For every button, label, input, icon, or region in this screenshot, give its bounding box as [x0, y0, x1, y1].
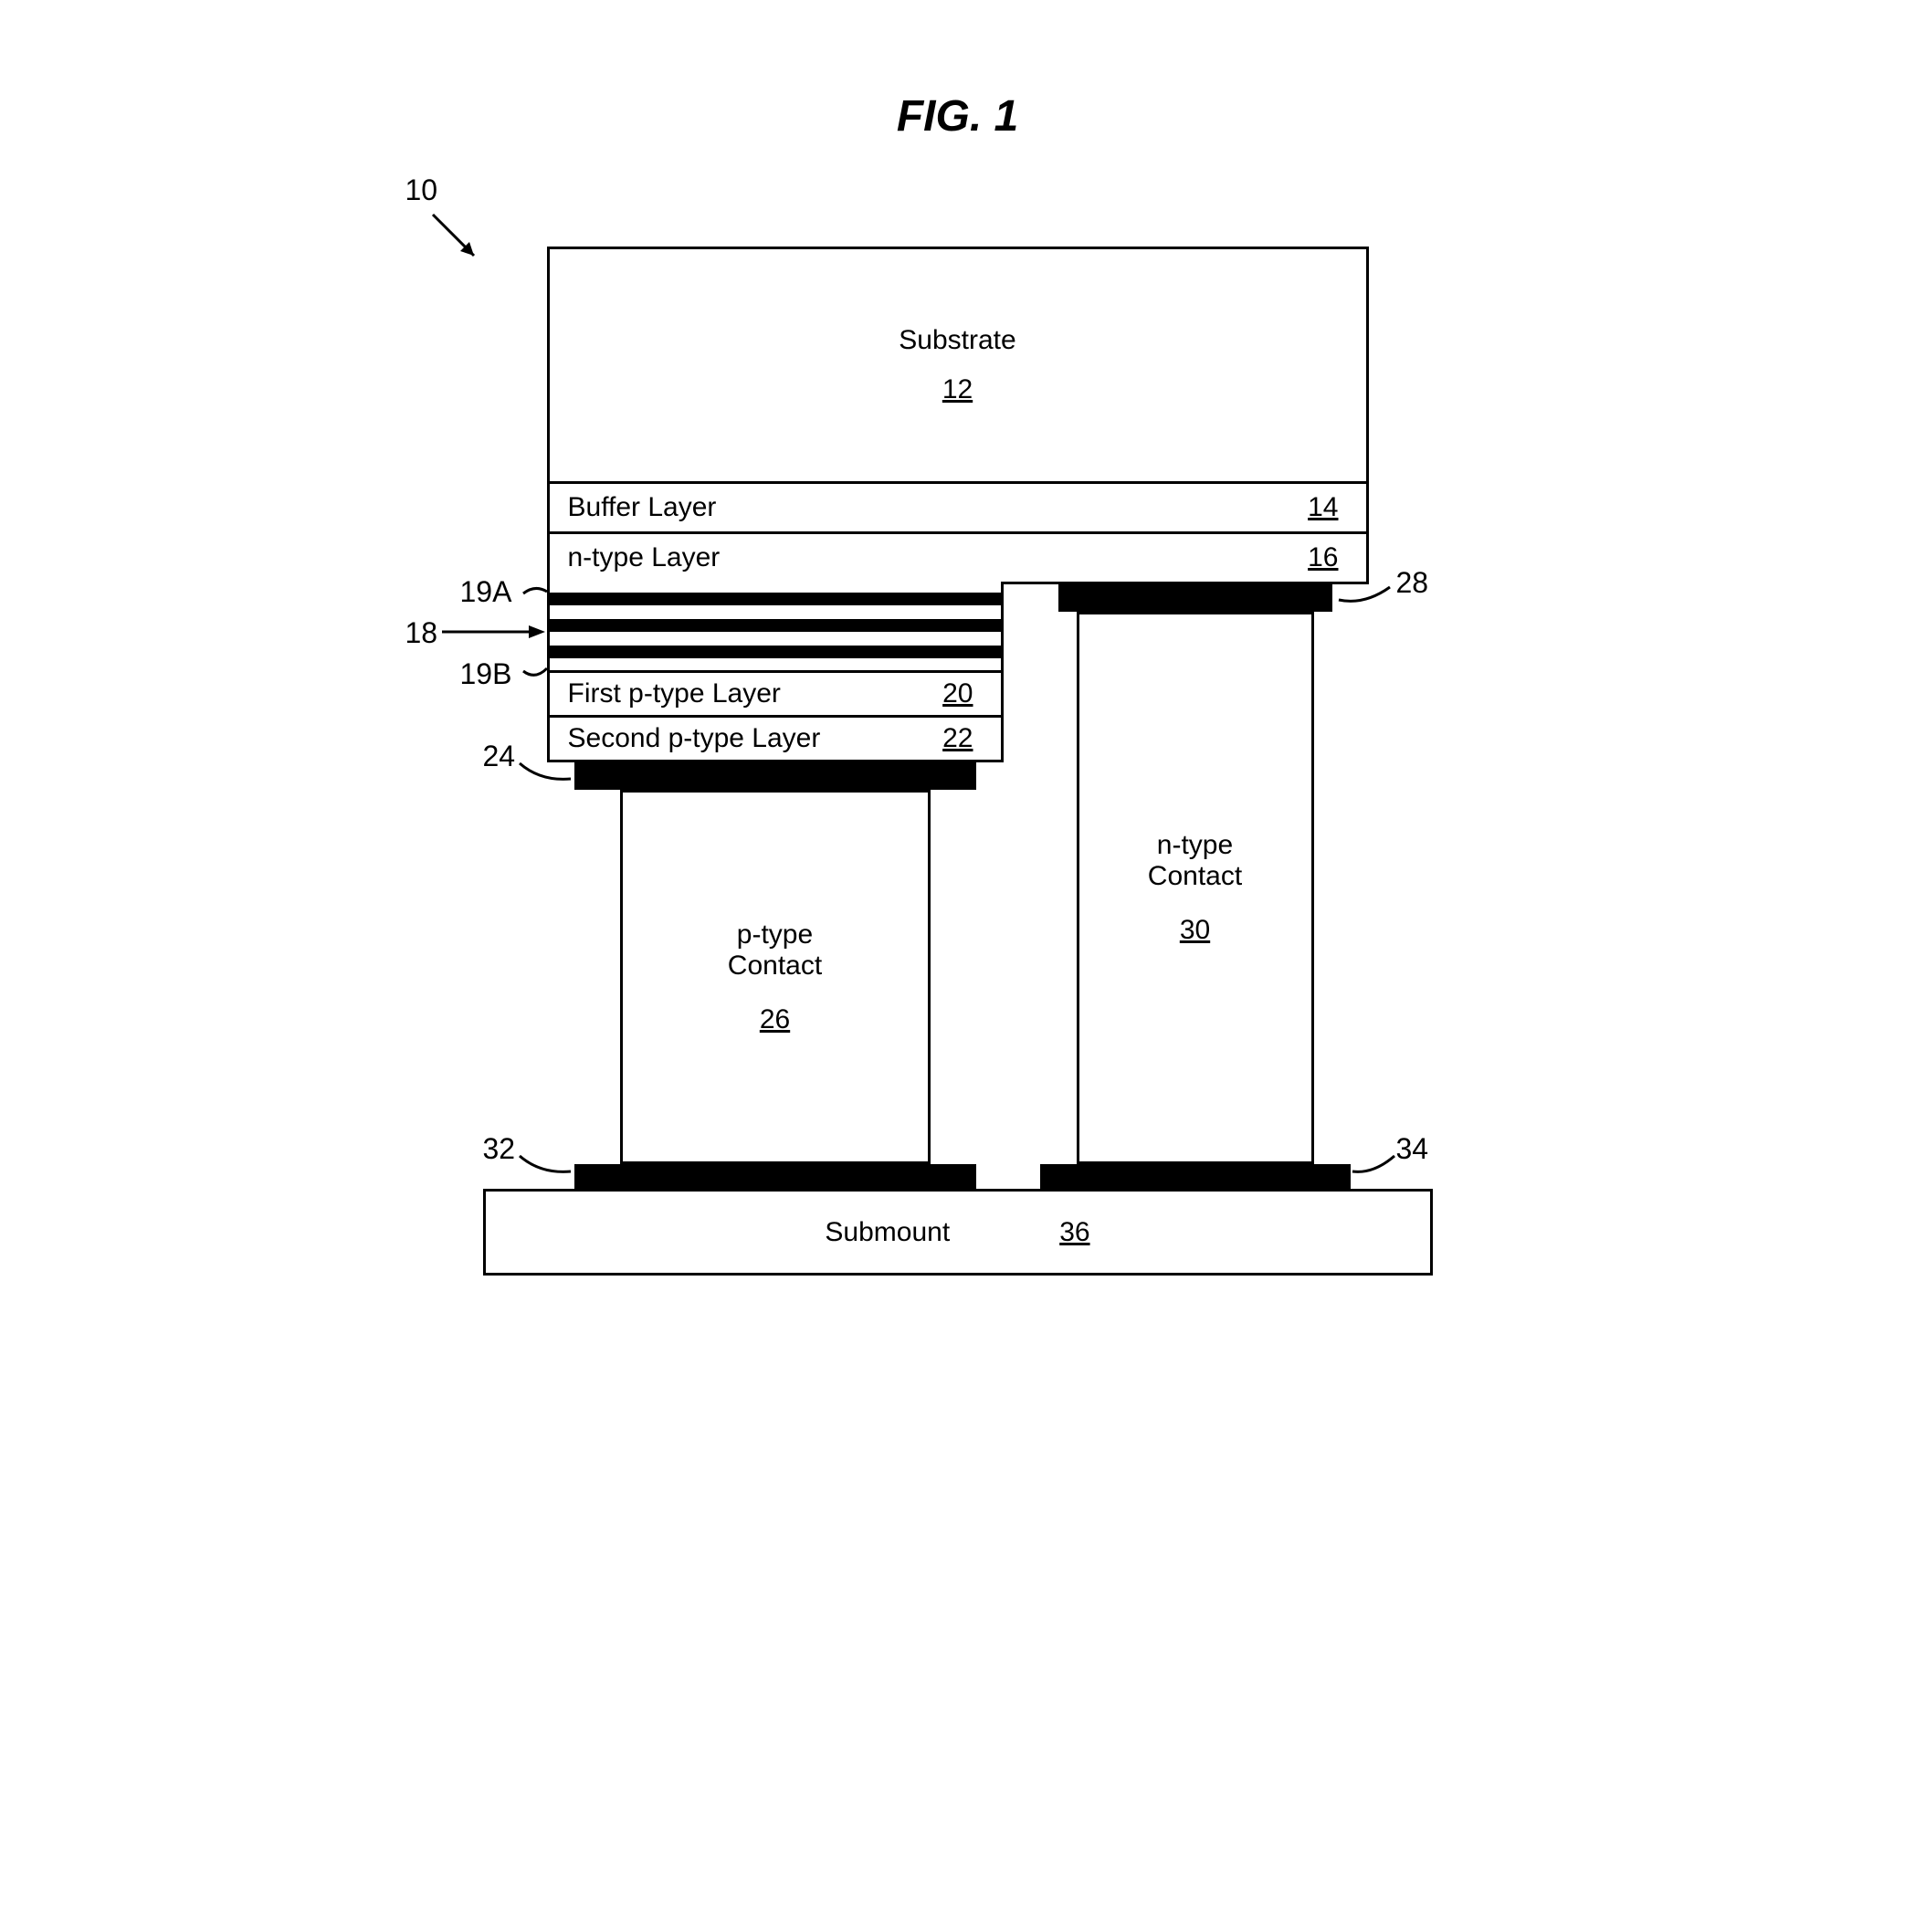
leader-34 [1351, 1149, 1396, 1176]
mqw-stripe-1 [550, 593, 1001, 605]
layer-active-region [547, 582, 1004, 673]
num-submount: 36 [1059, 1217, 1089, 1248]
label-submount: Submount [825, 1217, 950, 1248]
contact-p: p-type Contact 26 [620, 790, 931, 1164]
num-ntype: 16 [1308, 542, 1338, 573]
pad-bl [574, 1164, 976, 1192]
label-ntype: n-type Layer [568, 542, 721, 573]
figure-1: FIG. 1 10 Substrate 12 Buffer Layer 14 n… [319, 91, 1597, 1461]
label-substrate: Substrate [899, 325, 1015, 356]
label-buffer: Buffer Layer [568, 492, 717, 523]
layer-substrate: Substrate 12 [547, 247, 1369, 484]
leader-32 [518, 1149, 574, 1176]
leader-19b [521, 657, 549, 680]
leader-19a [521, 584, 549, 607]
num-ncontact: 30 [1180, 915, 1210, 946]
ref-pad-n: 28 [1396, 566, 1429, 600]
mqw-stripe-2 [550, 619, 1001, 632]
leader-24 [518, 756, 574, 783]
label-p2: Second p-type Layer [568, 723, 821, 754]
ref-device: 10 [405, 173, 438, 207]
leader-28 [1337, 580, 1392, 607]
layer-buffer: Buffer Layer 14 [547, 481, 1369, 534]
num-p1: 20 [942, 678, 973, 709]
label-pcontact: p-type Contact [728, 919, 822, 982]
ref-barrier-top: 19A [460, 575, 512, 609]
pad-br [1040, 1164, 1351, 1192]
mqw-stripe-3 [550, 646, 1001, 658]
arrow-device [424, 205, 497, 278]
layer-submount: Submount 36 [483, 1189, 1433, 1276]
figure-title: FIG. 1 [897, 91, 1018, 142]
num-p2: 22 [942, 723, 973, 754]
pad-p [574, 762, 976, 790]
label-ncontact: n-type Contact [1148, 830, 1242, 892]
ref-pad-br: 34 [1396, 1132, 1429, 1166]
layer-ntype: n-type Layer 16 [547, 531, 1369, 584]
ref-active: 18 [405, 616, 438, 650]
num-substrate: 12 [942, 374, 973, 405]
ref-pad-bl: 32 [483, 1132, 516, 1166]
arrow-active [437, 623, 547, 641]
layer-p2: Second p-type Layer 22 [547, 715, 1004, 762]
contact-n: n-type Contact 30 [1077, 612, 1314, 1164]
ref-pad-p: 24 [483, 740, 516, 773]
label-p1: First p-type Layer [568, 678, 781, 709]
ref-barrier-bot: 19B [460, 657, 512, 691]
layer-p1: First p-type Layer 20 [547, 670, 1004, 718]
num-pcontact: 26 [760, 1004, 790, 1035]
num-buffer: 14 [1308, 492, 1338, 523]
pad-n [1058, 584, 1332, 612]
